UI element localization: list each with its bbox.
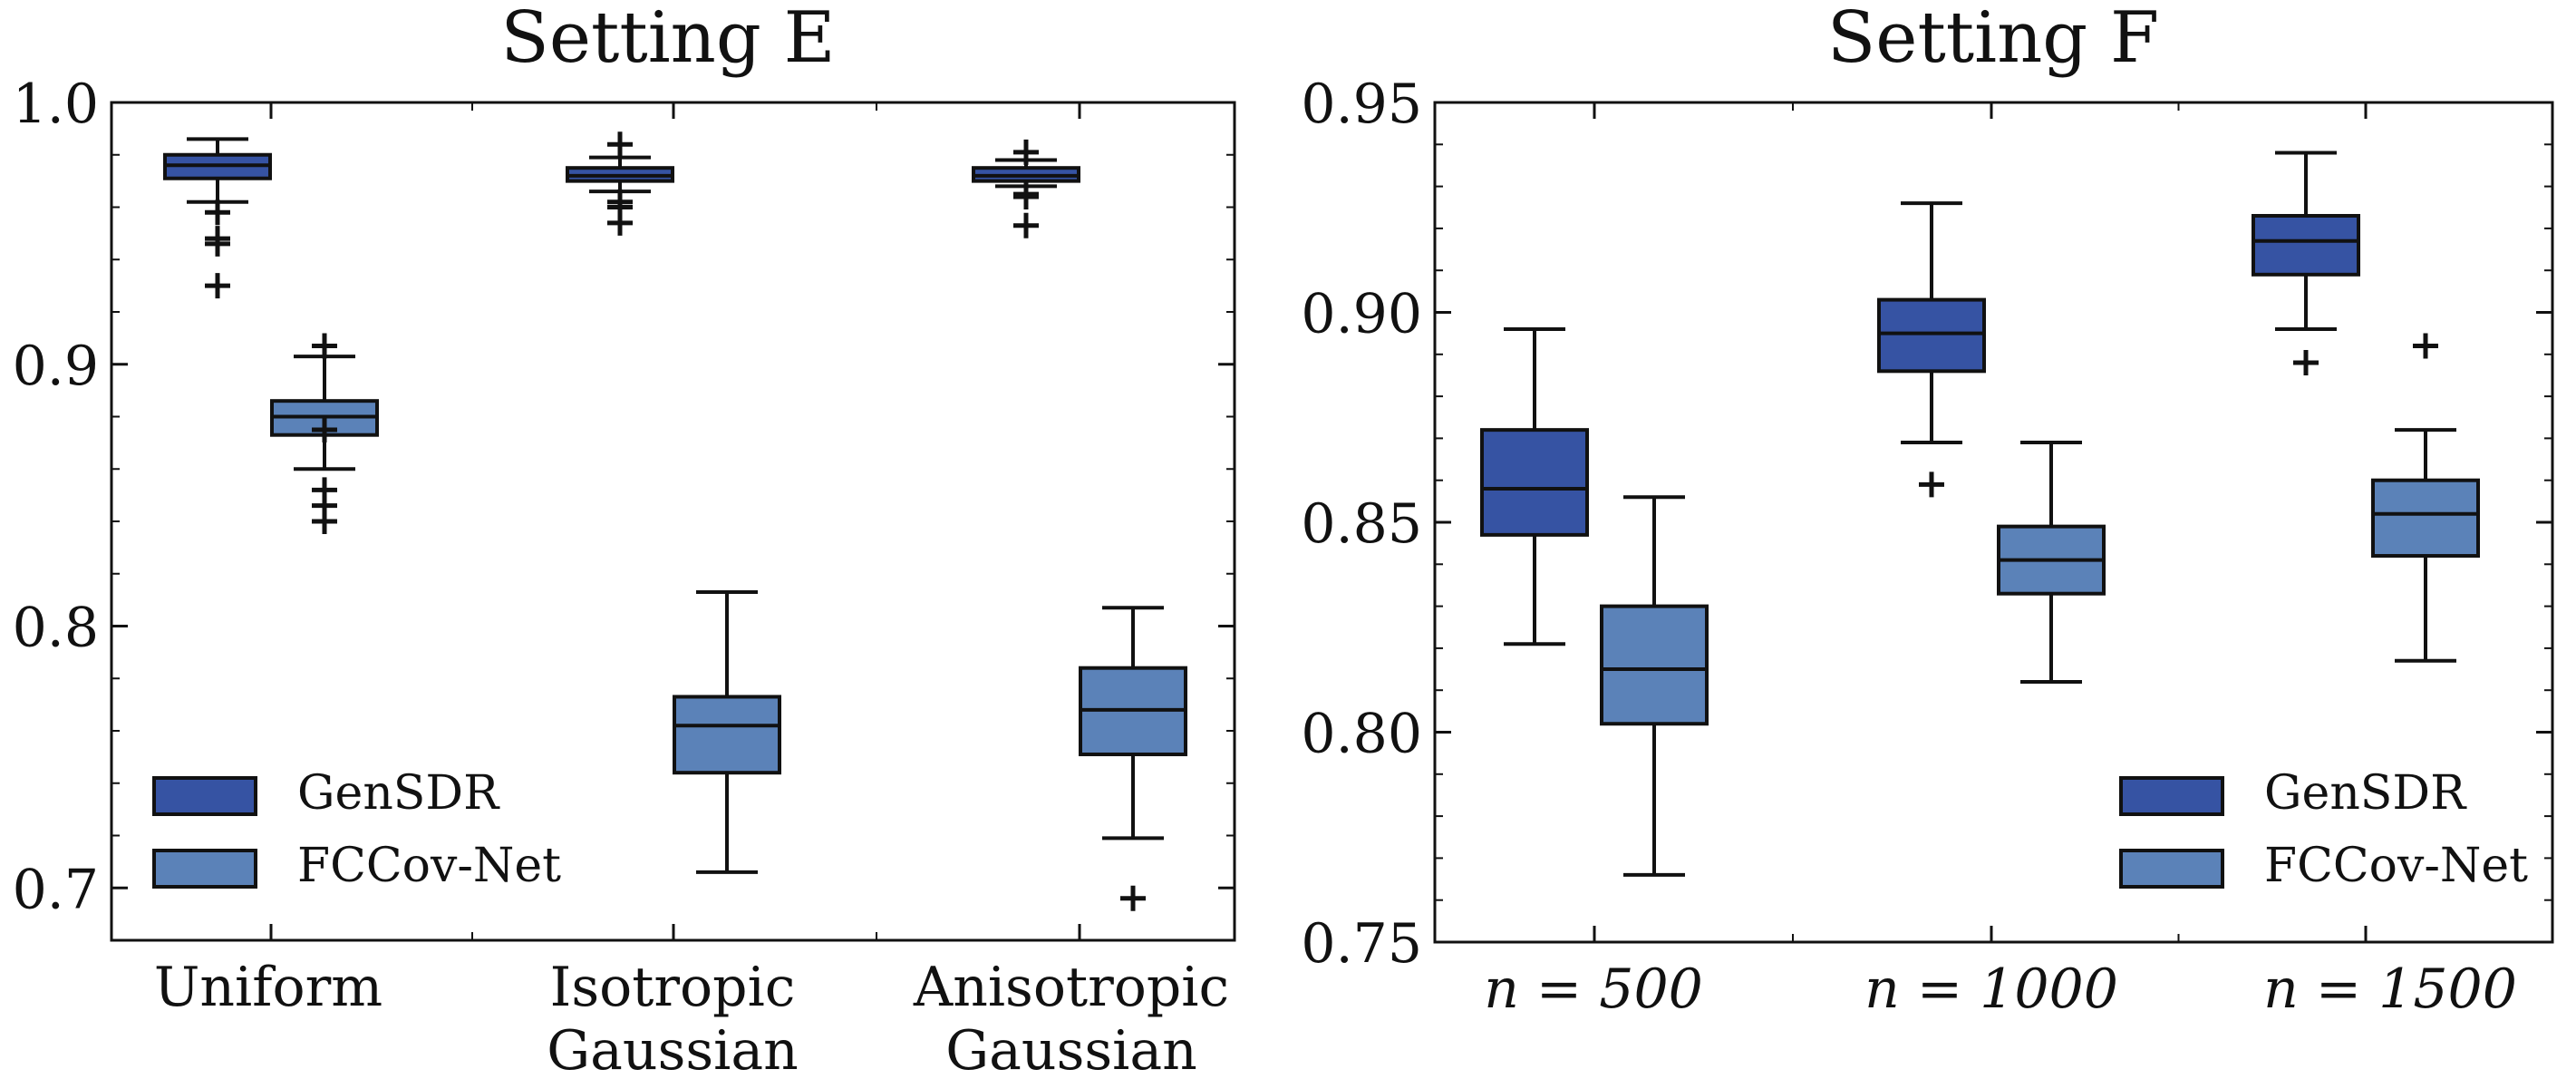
- box-fccov-net: [270, 333, 379, 534]
- flier-point: [205, 273, 230, 299]
- flier-point: [607, 209, 633, 236]
- x-tick-label: Isotropic: [550, 956, 796, 1019]
- box-body: [2252, 214, 2360, 277]
- box-gensdr: [972, 139, 1080, 238]
- box-fccov-net: [1600, 495, 1709, 877]
- box-fccov-net: [1079, 606, 1187, 911]
- box-fccov-net: [2371, 333, 2480, 663]
- legend-label: GenSDR: [297, 766, 500, 821]
- plot-frame: [110, 101, 1236, 942]
- y-tick-label: 0.9: [13, 335, 99, 398]
- flier-point: [1013, 212, 1039, 238]
- box-gensdr: [1877, 201, 1986, 498]
- box-gensdr: [2252, 151, 2360, 376]
- flier-point: [205, 199, 230, 226]
- y-tick-label: 1.0: [13, 73, 99, 136]
- chart-title: Setting E: [500, 0, 835, 79]
- legend-swatch: [2119, 849, 2224, 889]
- box-fccov-net: [1997, 441, 2106, 684]
- legend-label: FCCov-Net: [2264, 839, 2528, 893]
- box-body: [1600, 604, 1709, 726]
- x-tick-label: n = 1500: [2263, 957, 2517, 1021]
- box-body: [2371, 478, 2480, 559]
- y-tick-label: 0.7: [13, 858, 99, 921]
- x-tick-label: Gaussian: [547, 1019, 799, 1079]
- flier-point: [312, 509, 337, 534]
- x-tick-label: Uniform: [154, 956, 383, 1019]
- y-tick-label: 0.95: [1301, 73, 1422, 136]
- y-tick-label: 0.8: [13, 597, 99, 660]
- axis-ticks: 0.75 0.80 0.85 0.90 0.95 n = 500 n = 1000 n = 1…: [1301, 73, 2552, 1021]
- flier-point: [1013, 183, 1039, 209]
- x-tick-label: Anisotropic: [913, 956, 1229, 1019]
- flier-point: [205, 230, 230, 257]
- legend-swatch: [152, 776, 257, 816]
- x-tick-label: Gaussian: [945, 1019, 1197, 1079]
- legend: GenSDR FCCov-Net: [2119, 766, 2528, 893]
- x-tick-label: n = 500: [1484, 957, 1703, 1021]
- legend-swatch: [2119, 776, 2224, 816]
- flier-point: [1013, 139, 1039, 165]
- chart-title: Setting F: [1827, 0, 2159, 79]
- flier-point: [312, 416, 337, 442]
- panel-setting-f: Setting F 0.75 0.80 0.85 0.90 0.95 n = 500 n =…: [1301, 0, 2554, 1021]
- y-tick-label: 0.80: [1301, 703, 1422, 766]
- box-fccov-net: [673, 589, 781, 874]
- flier-point: [1919, 471, 1944, 498]
- x-tick-label: n = 1000: [1864, 957, 2118, 1021]
- box-gensdr: [163, 137, 272, 299]
- legend-swatch: [152, 849, 257, 889]
- box-body: [1877, 297, 1986, 374]
- flier-point: [2293, 350, 2319, 376]
- legend-label: GenSDR: [2264, 766, 2467, 821]
- y-tick-label: 0.75: [1301, 912, 1422, 976]
- legend-label: FCCov-Net: [297, 839, 561, 893]
- box-gensdr: [566, 131, 674, 236]
- y-tick-label: 0.85: [1301, 492, 1422, 556]
- box-marks: [163, 131, 1187, 911]
- box-body: [1480, 428, 1589, 537]
- flier-point: [2413, 333, 2438, 359]
- flier-point: [312, 333, 337, 359]
- legend: GenSDR FCCov-Net: [152, 766, 561, 893]
- flier-point: [607, 131, 633, 158]
- box-gensdr: [1480, 327, 1589, 646]
- y-tick-label: 0.90: [1301, 283, 1422, 346]
- box-body: [673, 695, 781, 775]
- flier-point: [1120, 885, 1146, 911]
- box-marks: [1480, 151, 2480, 877]
